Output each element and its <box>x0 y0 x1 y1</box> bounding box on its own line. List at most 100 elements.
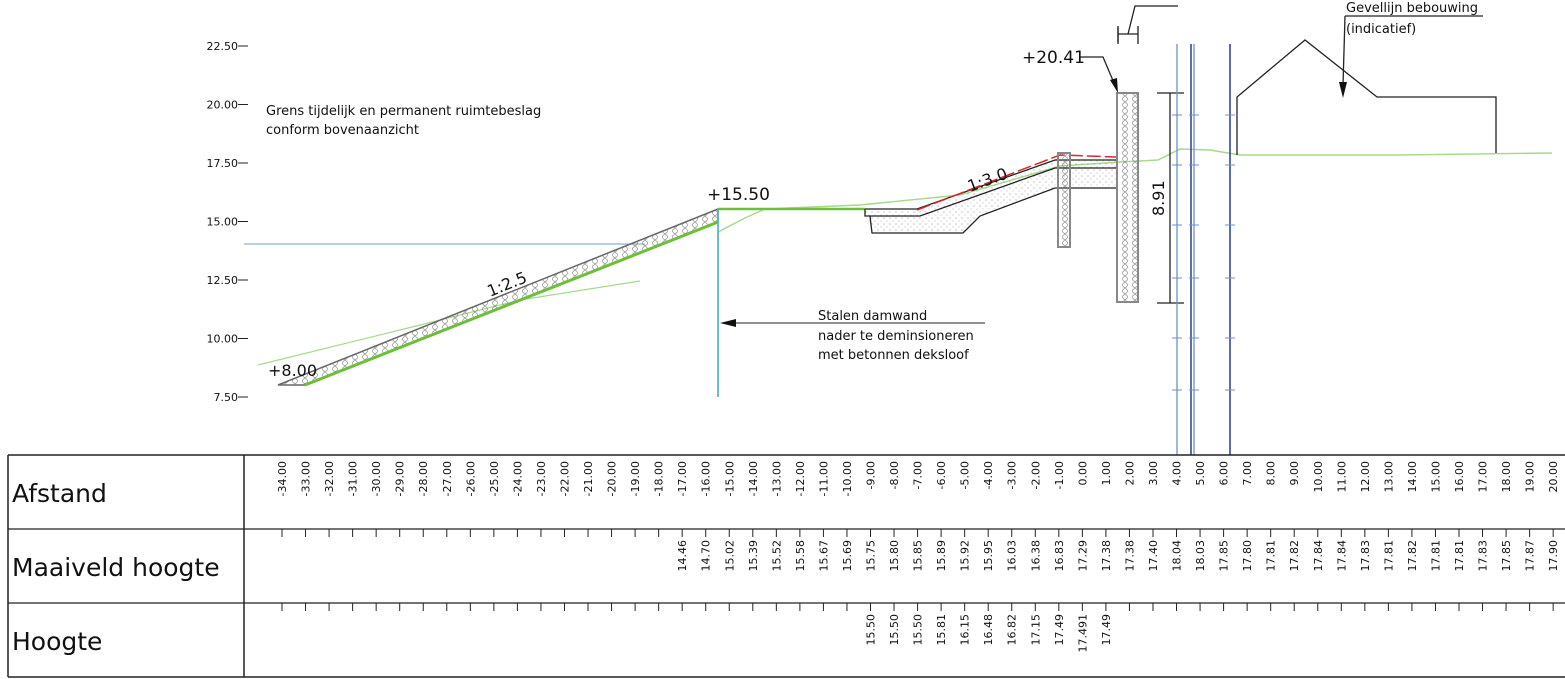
cell: -14.00 <box>747 461 760 496</box>
cell: 15.50 <box>865 614 878 646</box>
cell: 17.82 <box>1288 540 1301 572</box>
slope-surface <box>304 220 719 387</box>
cell: 17.85 <box>1218 540 1231 572</box>
cell: 17.81 <box>1429 540 1442 572</box>
cell: -31.00 <box>347 461 360 496</box>
dimension <box>1127 5 1178 35</box>
cell: -10.00 <box>841 461 854 496</box>
y-tick-label: 22.50 <box>207 40 239 53</box>
cell: -22.00 <box>558 461 571 496</box>
cell: 17.49 <box>1100 614 1113 646</box>
cell: -26.00 <box>464 461 477 496</box>
cell: 17.83 <box>1477 540 1490 572</box>
cell: 9.00 <box>1288 461 1301 486</box>
level-label: +20.41 <box>1022 48 1085 68</box>
cell: -32.00 <box>323 461 336 496</box>
cell: 17.38 <box>1123 540 1136 572</box>
cell: -33.00 <box>300 461 313 496</box>
note: Stalen damwand <box>818 309 927 324</box>
cell: -28.00 <box>417 461 430 496</box>
cell: 15.80 <box>888 540 901 572</box>
cell: 17.84 <box>1335 540 1348 572</box>
house <box>1236 39 1497 155</box>
cell: 15.69 <box>841 540 854 572</box>
cell: -16.00 <box>700 461 713 496</box>
y-tick-label: 10.00 <box>207 333 239 346</box>
y-tick-label: 17.50 <box>207 157 239 170</box>
cell: 16.48 <box>982 614 995 646</box>
cell: 11.00 <box>1335 461 1348 493</box>
level-label: +15.50 <box>707 185 770 205</box>
note: conform bovenaanzicht <box>266 123 419 138</box>
cell: 16.03 <box>1006 540 1019 572</box>
cell: -11.00 <box>817 461 830 496</box>
cell: 18.04 <box>1171 540 1184 572</box>
cell: 16.15 <box>959 614 972 646</box>
cell: 5.00 <box>1194 461 1207 486</box>
road-layer <box>864 167 1117 217</box>
cell: -12.00 <box>794 461 807 496</box>
cell: 17.87 <box>1524 540 1537 572</box>
cell: 12.00 <box>1359 461 1372 493</box>
road-fill <box>865 160 1117 233</box>
cell: 7.00 <box>1241 461 1254 486</box>
cell: -23.00 <box>535 461 548 496</box>
cell: -34.00 <box>276 461 289 496</box>
cell: -7.00 <box>912 461 925 489</box>
cell: 17.82 <box>1406 540 1419 572</box>
cell: -3.00 <box>1006 461 1019 489</box>
cell: 17.81 <box>1265 540 1278 572</box>
cell: 17.15 <box>1029 614 1042 646</box>
cell: 2.00 <box>1123 461 1136 486</box>
y-tick-label: 7.50 <box>214 391 239 404</box>
cell: 17.40 <box>1147 540 1160 572</box>
cell: 15.50 <box>888 614 901 646</box>
cell: -30.00 <box>370 461 383 496</box>
note: met betonnen deksloof <box>818 348 969 363</box>
leader <box>1342 15 1346 86</box>
road-top <box>865 159 1117 210</box>
row-header: Maaiveld hoogte <box>12 553 220 582</box>
cell: -8.00 <box>888 461 901 489</box>
cell: -2.00 <box>1029 461 1042 489</box>
cell: 18.00 <box>1500 461 1513 493</box>
cell: 17.81 <box>1382 540 1395 572</box>
note: Gevellijn bebouwing <box>1346 1 1478 16</box>
cell: 15.75 <box>865 540 878 572</box>
leader <box>1080 56 1118 91</box>
cell: 15.00 <box>1429 461 1442 493</box>
cell: 10.00 <box>1312 461 1325 493</box>
cell: -1.00 <box>1053 461 1066 489</box>
cell: 16.00 <box>1453 461 1466 493</box>
cell: 17.80 <box>1241 540 1254 572</box>
cell: 17.84 <box>1312 540 1325 572</box>
note: Grens tijdelijk en permanent ruimtebesla… <box>266 104 541 119</box>
cell: 15.95 <box>982 540 995 572</box>
cell: -9.00 <box>865 461 878 489</box>
cell: 17.00 <box>1477 461 1490 493</box>
note: nader te deminsioneren <box>818 329 974 344</box>
cell: -20.00 <box>606 461 619 496</box>
cell: 17.83 <box>1359 540 1372 572</box>
cell: 15.50 <box>912 614 925 646</box>
cell: -21.00 <box>582 461 595 496</box>
cell: 4.00 <box>1171 461 1184 486</box>
cell: 6.00 <box>1218 461 1231 486</box>
cell: 15.02 <box>723 540 736 572</box>
note: (indicatief) <box>1346 22 1416 37</box>
small-wall <box>1057 152 1071 248</box>
cell: 17.38 <box>1100 540 1113 572</box>
cell: 1.00 <box>1100 461 1113 486</box>
cell: -4.00 <box>982 461 995 489</box>
cable-markers <box>1172 114 1235 391</box>
cell: -27.00 <box>441 461 454 496</box>
level-label: +8.00 <box>268 361 317 380</box>
row-header: Afstand <box>12 479 107 508</box>
cell: 17.29 <box>1076 540 1089 572</box>
cell: 17.81 <box>1453 540 1466 572</box>
cell: -5.00 <box>959 461 972 489</box>
y-tick-label: 20.00 <box>207 99 239 112</box>
cell: -6.00 <box>935 461 948 489</box>
cell: -24.00 <box>511 461 524 496</box>
